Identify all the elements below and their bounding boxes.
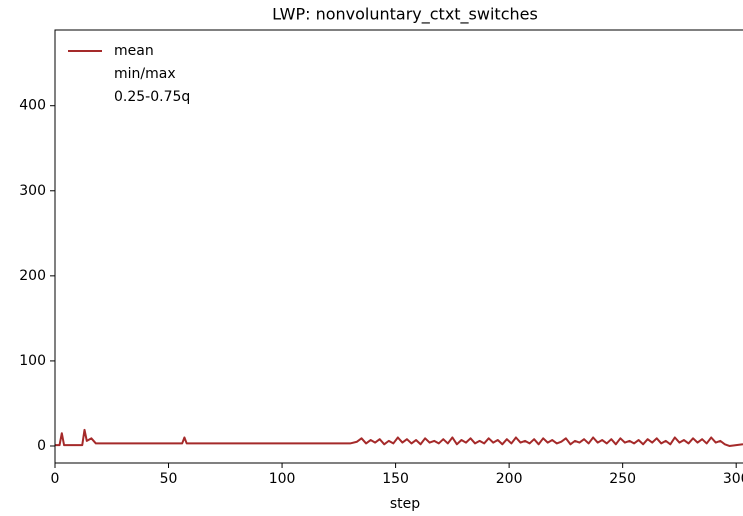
x-tick-label: 0 bbox=[51, 471, 60, 487]
legend-label: mean bbox=[114, 43, 154, 59]
x-tick-label: 100 bbox=[269, 471, 296, 487]
chart-title: LWP: nonvoluntary_ctxt_switches bbox=[272, 5, 538, 25]
x-tick-label: 300 bbox=[723, 471, 743, 487]
x-tick-label: 250 bbox=[609, 471, 636, 487]
line-series bbox=[55, 428, 743, 447]
x-tick-label: 150 bbox=[382, 471, 409, 487]
x-tick-label: 200 bbox=[496, 471, 523, 487]
x-tick-label: 50 bbox=[160, 471, 178, 487]
y-tick-label: 0 bbox=[37, 438, 46, 454]
axes-frame bbox=[54, 29, 743, 464]
legend-label: 0.25-0.75q bbox=[114, 89, 190, 105]
x-axis-label: step bbox=[390, 496, 420, 512]
legend-label: min/max bbox=[114, 66, 176, 82]
y-tick-label: 200 bbox=[19, 268, 46, 284]
y-tick-label: 300 bbox=[19, 183, 46, 199]
y-tick-label: 400 bbox=[19, 98, 46, 114]
y-tick-label: 100 bbox=[19, 353, 46, 369]
